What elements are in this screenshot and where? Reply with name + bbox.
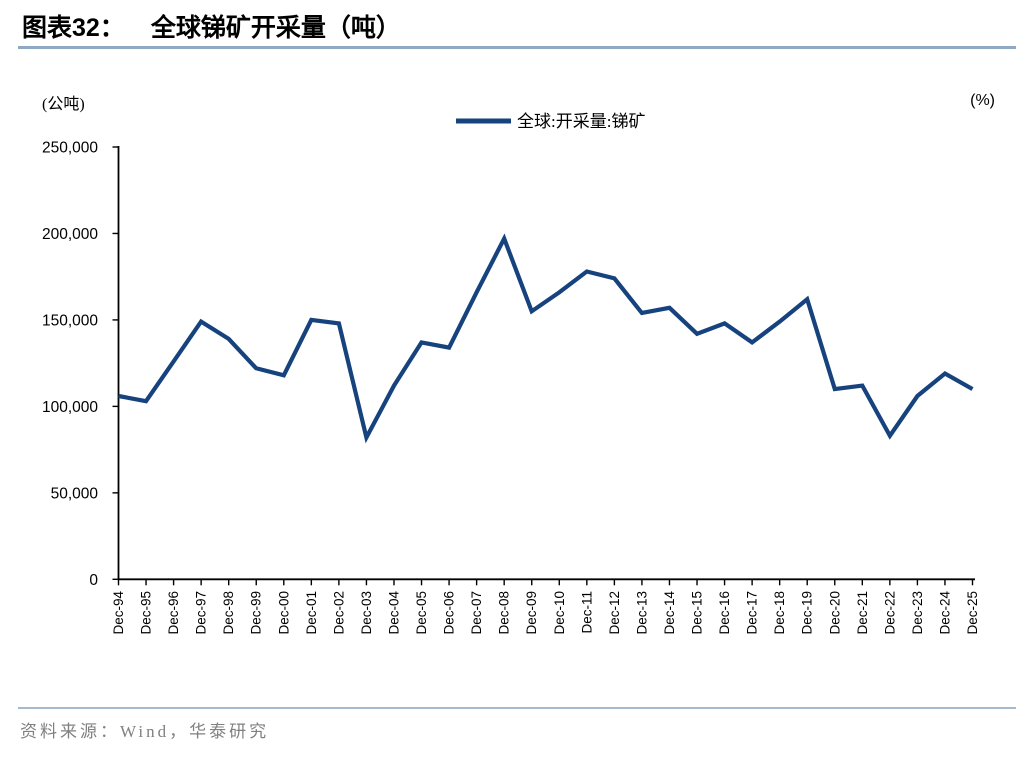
- x-tick-label: Dec-11: [579, 591, 594, 634]
- x-tick-label: Dec-03: [359, 591, 374, 635]
- title-divider: [18, 46, 1016, 49]
- footer-divider: [18, 707, 1016, 709]
- chart-title-text: 全球锑矿开采量（吨）: [150, 15, 401, 42]
- x-tick-label: Dec-18: [772, 591, 787, 635]
- x-tick-label: Dec-25: [965, 591, 980, 635]
- x-tick-label: Dec-13: [634, 591, 649, 635]
- chart-title: 图表32： 全球锑矿开采量（吨）: [22, 8, 401, 44]
- series-line-global-antimony: [118, 233, 974, 444]
- y-tick-label: 150,000: [42, 312, 98, 329]
- y-tick-label: 50,000: [51, 485, 99, 502]
- x-tick-label: Dec-95: [139, 591, 154, 635]
- x-tick-label: Dec-04: [386, 591, 401, 635]
- line-chart: 全球:开采量:锑矿 0 50,000 100,000 150,000 200,000 25…: [42, 112, 980, 635]
- x-tick-label: Dec-97: [194, 591, 209, 635]
- x-tick-label: Dec-20: [827, 591, 842, 635]
- x-tick-label: Dec-96: [166, 591, 181, 635]
- x-tick-label: Dec-05: [414, 591, 429, 635]
- x-tick-label: Dec-00: [276, 591, 291, 635]
- x-tick-label: Dec-01: [304, 591, 319, 635]
- x-tick-label: Dec-16: [717, 591, 732, 635]
- x-tick-label: Dec-98: [221, 591, 236, 635]
- x-tick-label: Dec-94: [111, 591, 126, 635]
- x-tick-label: Dec-06: [442, 591, 457, 635]
- x-tick-label: Dec-02: [331, 591, 346, 635]
- x-tick-label: Dec-08: [497, 591, 512, 635]
- x-axis-ticks: Dec-94 Dec-95 Dec-96 Dec-97 Dec-98 Dec-99 Dec-…: [111, 579, 980, 635]
- y-tick-label: 0: [89, 572, 98, 589]
- x-tick-label: Dec-99: [249, 591, 264, 635]
- x-tick-label: Dec-23: [910, 591, 925, 635]
- x-tick-label: Dec-14: [662, 591, 677, 635]
- source-note: 资料来源：Wind，华泰研究: [20, 722, 270, 741]
- x-tick-label: Dec-24: [937, 591, 952, 635]
- x-tick-label: Dec-21: [855, 591, 870, 635]
- chart-number: 图表32：: [22, 14, 125, 42]
- y-axis-ticks: 0 50,000 100,000 150,000 200,000 250,000: [42, 140, 119, 589]
- x-tick-label: Dec-15: [690, 591, 705, 635]
- x-tick-label: Dec-12: [607, 591, 622, 635]
- y-tick-label: 250,000: [42, 140, 98, 157]
- x-tick-label: Dec-10: [552, 591, 567, 635]
- y-tick-label: 200,000: [42, 226, 98, 243]
- legend: 全球:开采量:锑矿: [456, 112, 645, 131]
- x-tick-label: Dec-22: [882, 591, 897, 635]
- right-axis-unit-label: (%): [970, 92, 995, 109]
- x-tick-label: Dec-07: [469, 591, 484, 635]
- x-tick-label: Dec-19: [800, 591, 815, 635]
- legend-label: 全球:开采量:锑矿: [517, 112, 645, 131]
- x-tick-label: Dec-09: [524, 591, 539, 635]
- y-tick-label: 100,000: [42, 399, 98, 416]
- left-axis-unit-label: (公吨): [42, 96, 85, 113]
- x-tick-label: Dec-17: [745, 591, 760, 635]
